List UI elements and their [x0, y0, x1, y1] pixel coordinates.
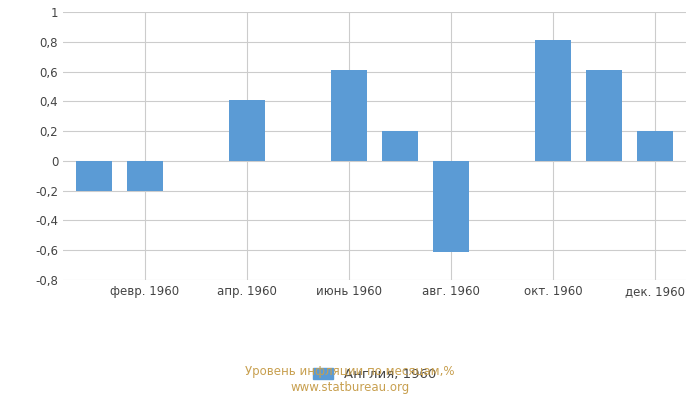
- Text: www.statbureau.org: www.statbureau.org: [290, 382, 410, 394]
- Bar: [76, 161, 111, 191]
- Bar: [229, 100, 265, 161]
- Legend: Англия, 1960: Англия, 1960: [308, 362, 441, 386]
- Bar: [331, 70, 367, 161]
- Bar: [536, 40, 571, 161]
- Bar: [638, 131, 673, 161]
- Bar: [433, 161, 469, 252]
- Text: Уровень инфляции по месяцам,%: Уровень инфляции по месяцам,%: [245, 366, 455, 378]
- Bar: [127, 161, 162, 191]
- Bar: [382, 131, 418, 161]
- Bar: [587, 70, 622, 161]
